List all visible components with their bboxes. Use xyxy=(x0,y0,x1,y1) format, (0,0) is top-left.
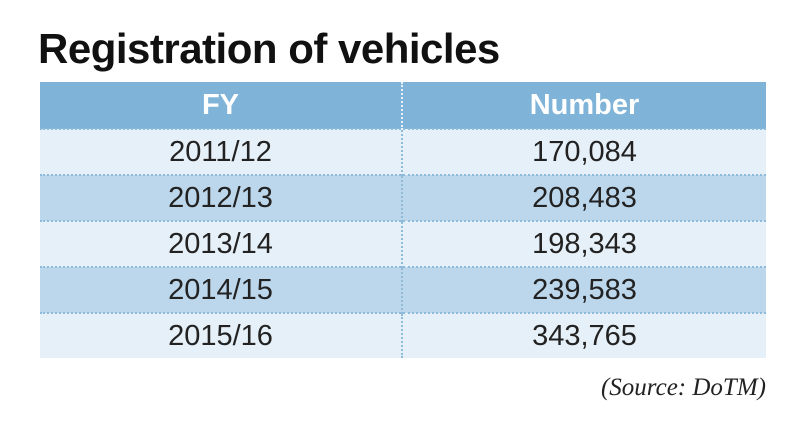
fiscal-year-cell: 2012/13 xyxy=(40,175,402,221)
table-row: 2015/16 343,765 xyxy=(40,313,766,358)
page-title: Registration of vehicles xyxy=(38,24,500,74)
registration-table: FY Number 2011/12 170,084 2012/13 208,48… xyxy=(40,82,766,358)
column-header-number: Number xyxy=(402,82,766,129)
table-header-row: FY Number xyxy=(40,82,766,129)
table-row: 2013/14 198,343 xyxy=(40,221,766,267)
vehicle-count-cell: 170,084 xyxy=(402,129,766,175)
source-note: (Source: DoTM) xyxy=(601,374,766,402)
table-row: 2014/15 239,583 xyxy=(40,267,766,313)
table-row: 2012/13 208,483 xyxy=(40,175,766,221)
vehicle-count-cell: 198,343 xyxy=(402,221,766,267)
table-row: 2011/12 170,084 xyxy=(40,129,766,175)
column-header-fy: FY xyxy=(40,82,402,129)
fiscal-year-cell: 2011/12 xyxy=(40,129,402,175)
fiscal-year-cell: 2013/14 xyxy=(40,221,402,267)
vehicle-count-cell: 343,765 xyxy=(402,313,766,358)
vehicle-count-cell: 239,583 xyxy=(402,267,766,313)
fiscal-year-cell: 2014/15 xyxy=(40,267,402,313)
vehicle-count-cell: 208,483 xyxy=(402,175,766,221)
fiscal-year-cell: 2015/16 xyxy=(40,313,402,358)
